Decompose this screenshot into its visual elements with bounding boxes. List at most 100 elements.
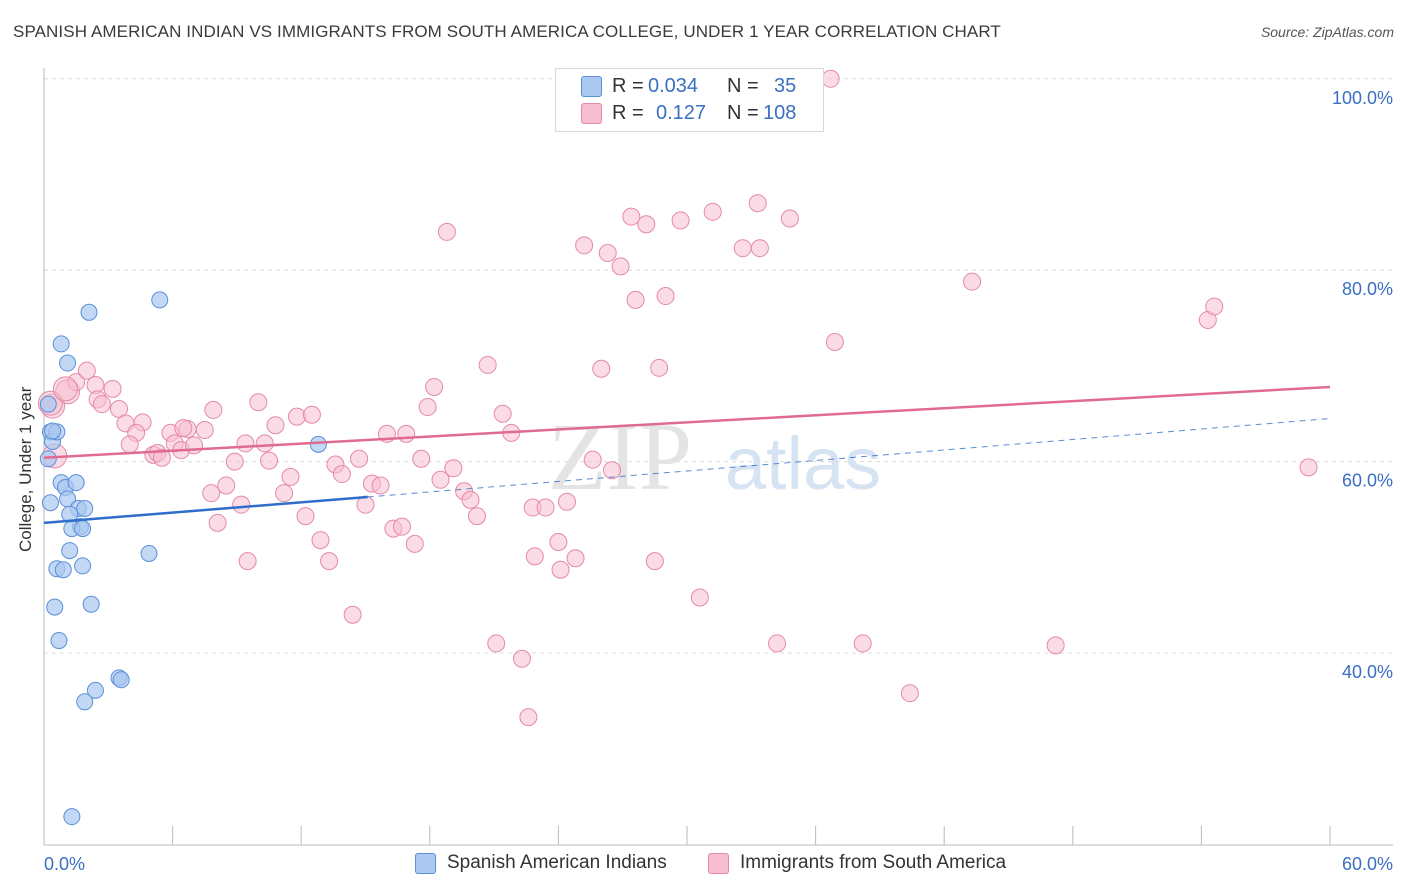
data-point xyxy=(437,222,456,241)
data-point xyxy=(525,547,544,566)
data-point xyxy=(825,332,844,351)
data-point xyxy=(418,398,437,417)
data-point xyxy=(656,287,675,306)
data-point xyxy=(39,395,57,413)
data-point xyxy=(900,684,919,703)
source-credit: Source: ZipAtlas.com xyxy=(1260,24,1394,40)
data-point xyxy=(461,490,480,509)
n-label: N = xyxy=(727,101,759,124)
data-point xyxy=(103,379,122,398)
data-point xyxy=(963,272,982,291)
data-point xyxy=(260,451,279,470)
data-point xyxy=(611,257,630,276)
data-point xyxy=(343,605,362,624)
legend-label: Spanish American Indians xyxy=(447,852,667,873)
data-point xyxy=(309,435,327,453)
data-point xyxy=(82,595,100,613)
data-point xyxy=(549,532,568,551)
n-label: N = xyxy=(727,74,759,97)
r-value: 0.034 xyxy=(648,74,699,97)
data-point xyxy=(622,207,641,226)
data-point xyxy=(583,450,602,469)
data-point xyxy=(311,531,330,550)
chart-title: SPANISH AMERICAN INDIAN VS IMMIGRANTS FR… xyxy=(13,22,1001,41)
legend-swatch-blue xyxy=(415,852,436,874)
data-point xyxy=(703,202,722,221)
blue-trend-extension xyxy=(367,418,1331,498)
x-tick-label: 0.0% xyxy=(44,854,85,874)
data-point xyxy=(46,598,64,616)
data-point xyxy=(275,484,294,503)
data-point xyxy=(332,465,351,484)
legend-item-spanish-american-indians: Spanish American Indians xyxy=(415,852,667,874)
legend-swatch-pink xyxy=(708,852,729,874)
data-point xyxy=(371,476,390,495)
data-point xyxy=(650,358,669,377)
data-point xyxy=(59,354,77,372)
data-point xyxy=(232,495,251,514)
data-point xyxy=(54,561,72,579)
data-point xyxy=(557,492,576,511)
data-point xyxy=(551,560,570,579)
data-point xyxy=(645,552,664,571)
data-point xyxy=(249,393,268,412)
data-point xyxy=(76,693,94,711)
data-point xyxy=(412,449,431,468)
data-point xyxy=(174,419,193,438)
data-point xyxy=(202,484,221,503)
data-point xyxy=(74,520,92,538)
data-point xyxy=(350,449,369,468)
data-point xyxy=(598,243,617,262)
data-point xyxy=(281,467,300,486)
data-point xyxy=(287,407,306,426)
data-point xyxy=(76,499,94,517)
data-point xyxy=(493,404,512,423)
data-point xyxy=(266,416,285,435)
data-point xyxy=(592,359,611,378)
data-point xyxy=(425,377,444,396)
data-point xyxy=(768,634,787,653)
data-point xyxy=(61,542,79,560)
data-point xyxy=(519,708,538,727)
data-point xyxy=(467,507,486,526)
data-point xyxy=(690,588,709,607)
data-point xyxy=(733,239,752,258)
data-point xyxy=(1046,636,1065,655)
data-point xyxy=(780,209,799,228)
data-point xyxy=(208,513,227,532)
data-point xyxy=(566,549,585,568)
data-point xyxy=(80,303,98,321)
x-tick-label: 60.0% xyxy=(1342,854,1393,874)
data-point xyxy=(397,424,416,443)
legend-item-immigrants: Immigrants from South America xyxy=(708,852,1006,874)
data-point xyxy=(195,421,214,440)
data-point xyxy=(602,461,621,480)
r-label: R = xyxy=(612,101,644,124)
data-point xyxy=(821,69,840,88)
watermark-atlas: atlas xyxy=(725,422,881,505)
legend-label: Immigrants from South America xyxy=(740,852,1007,873)
data-point xyxy=(487,634,506,653)
r-value: 0.127 xyxy=(656,101,707,124)
data-point xyxy=(1299,458,1318,477)
data-point xyxy=(512,649,531,668)
data-point xyxy=(86,681,104,699)
data-point xyxy=(152,448,171,467)
data-point xyxy=(853,634,872,653)
data-point xyxy=(217,476,236,495)
y-tick-label: 100.0% xyxy=(1332,88,1393,108)
data-point xyxy=(50,632,68,650)
data-point xyxy=(238,552,257,571)
watermark-zip: ZIP xyxy=(548,403,692,510)
trend-lines xyxy=(43,385,1331,525)
data-point xyxy=(204,400,223,419)
tick-labels: 40.0% 60.0% 80.0% 100.0% 0.0% 60.0% xyxy=(44,88,1393,874)
blue-swatch xyxy=(581,75,602,97)
data-point xyxy=(392,517,411,536)
pink-trend-line xyxy=(43,385,1331,460)
data-point xyxy=(140,544,158,562)
data-point xyxy=(478,355,497,374)
axes xyxy=(43,68,1393,846)
data-point xyxy=(151,291,169,309)
